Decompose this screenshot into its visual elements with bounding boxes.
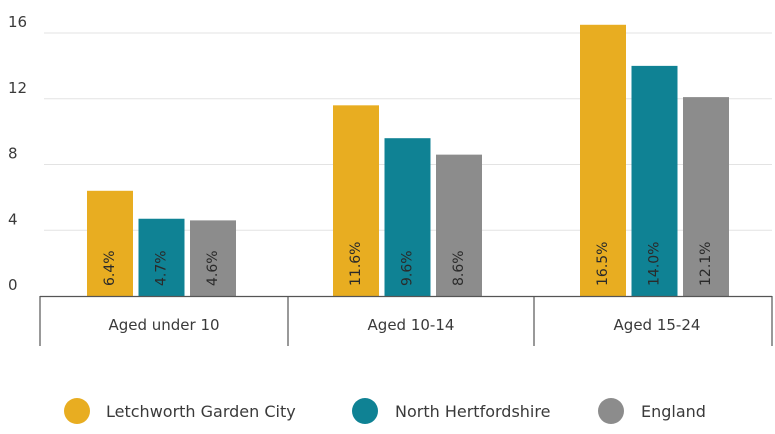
data-label: 8.6% [451,250,467,286]
bar [683,97,729,296]
data-label: 4.6% [205,250,221,286]
y-tick-label: 0 [8,276,18,294]
x-axis: Aged under 10 Aged 10-14 Aged 15-24 [39,295,773,346]
x-category-label: Aged 15-24 [614,316,701,334]
bars: 6.4% 4.7% 4.6% 11.6% 9.6% 8.6% 16.5% 14.0% 12.1% [87,24,729,296]
y-tick-label: 12 [8,79,27,97]
bar [333,105,379,296]
legend-swatch [64,398,90,424]
data-label: 14.0% [647,242,663,286]
bar [87,190,133,296]
bar [436,154,482,296]
legend-label: Letchworth Garden City [106,402,296,421]
bar [190,220,236,296]
legend: Letchworth Garden City North Hertfordshir… [64,398,706,424]
data-label: 11.6% [348,242,364,286]
x-category-label: Aged 10-14 [368,316,455,334]
legend-label: North Hertfordshire [395,402,550,421]
legend-label: England [641,402,706,421]
data-label: 4.7% [154,250,170,286]
bar [138,218,185,296]
y-tick-label: 16 [8,13,27,31]
data-label: 12.1% [698,242,714,286]
y-axis-ticks: 0 4 8 12 16 [8,13,27,294]
bar [580,24,626,296]
legend-swatch [352,398,378,424]
data-label: 16.5% [595,242,611,286]
bar [384,138,431,296]
bar [631,65,678,296]
data-label: 6.4% [102,250,118,286]
x-category-label: Aged under 10 [108,316,219,334]
y-tick-label: 4 [8,210,18,228]
y-tick-label: 8 [8,145,18,163]
data-label: 9.6% [400,250,416,286]
legend-swatch [598,398,624,424]
